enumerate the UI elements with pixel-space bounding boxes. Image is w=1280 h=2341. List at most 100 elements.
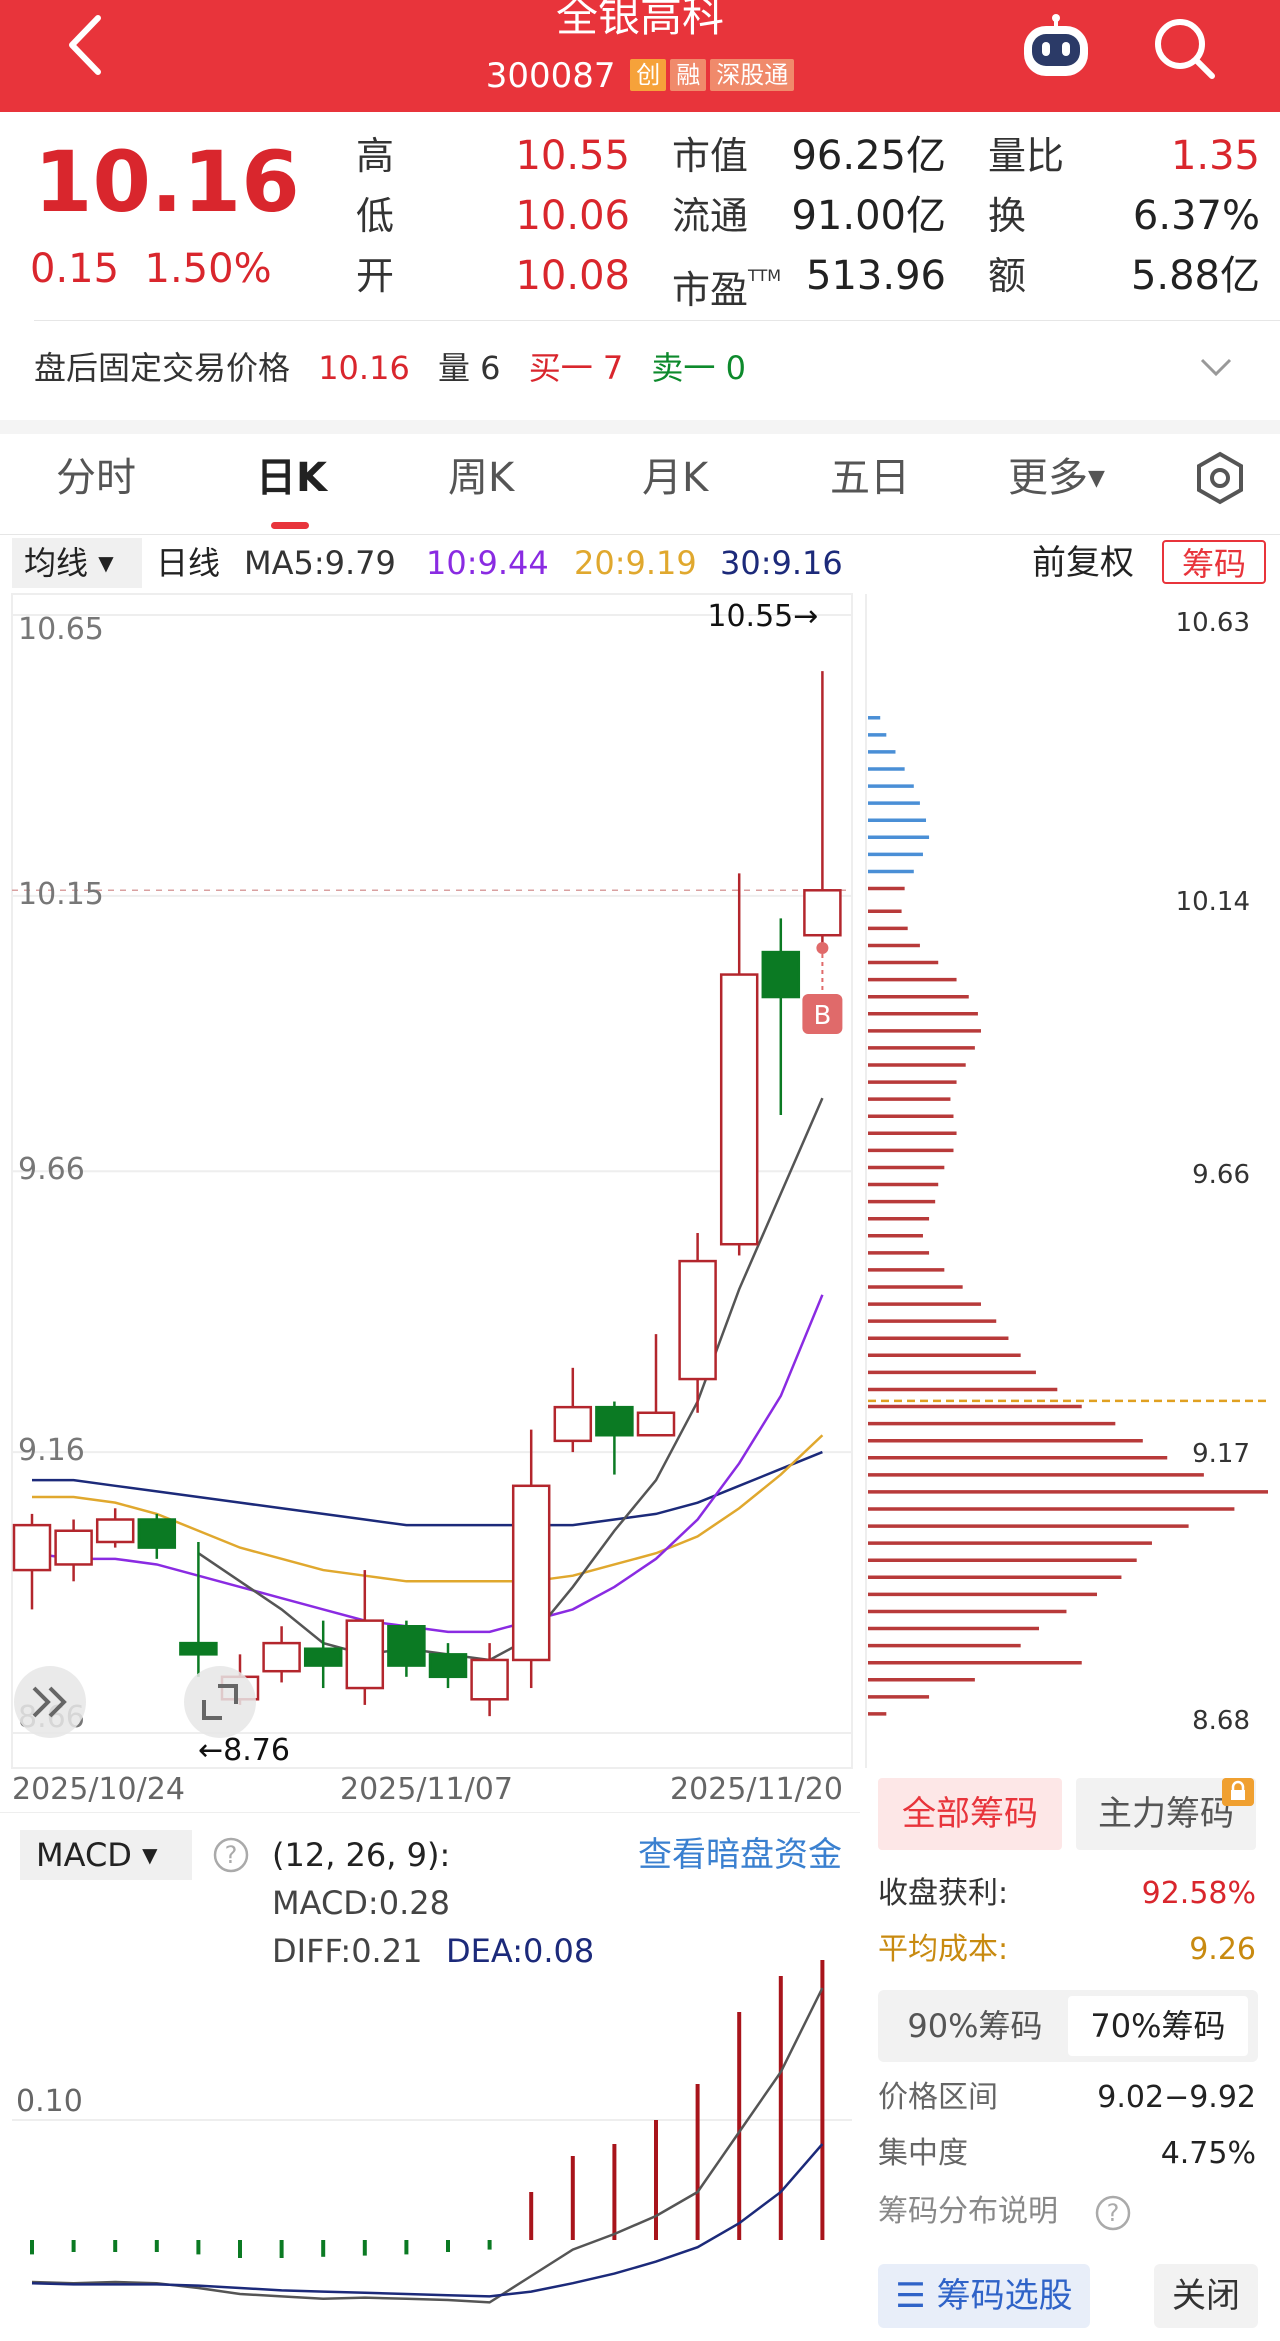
candle-body (345, 1619, 385, 1690)
chips-y-tick: 9.66 (1192, 1160, 1250, 1190)
candle (387, 1620, 426, 1677)
help-icon[interactable]: ? (1094, 2194, 1132, 2232)
x-tick-start: 2025/10/24 (12, 1772, 185, 1807)
tab-weekly-k[interactable]: 周K (448, 455, 515, 501)
open-value: 10.08 (515, 253, 630, 299)
candle (137, 1513, 177, 1559)
chips-90-tab[interactable]: 90%筹码 (907, 2007, 1043, 2045)
chips-tab-all[interactable]: 全部筹码 (878, 1778, 1062, 1850)
market-cap-value: 96.25亿 (791, 133, 946, 179)
ma-select[interactable]: 均线 ▼ (12, 538, 142, 588)
fullscreen-icon-bg[interactable] (184, 1666, 256, 1738)
ma10-line (31, 1294, 824, 1634)
tab-monthly-k[interactable]: 月K (642, 455, 709, 501)
list-icon: ☰ (895, 2276, 926, 2316)
candle (511, 1429, 551, 1689)
tab-indicator (271, 522, 309, 529)
candle (54, 1519, 93, 1582)
tab-daily-k[interactable]: 日K (256, 455, 327, 501)
turnover-label: 换 (988, 194, 1027, 238)
buy-point-label: B (813, 1001, 831, 1031)
adjust-mode[interactable]: 前复权 (1032, 543, 1134, 583)
diff-value: DIFF:0.21 (272, 1932, 423, 1970)
amount-value: 5.88亿 (1130, 253, 1260, 299)
pe-label: 市盈TTM (672, 252, 781, 314)
tab-more[interactable]: 更多▼ (1008, 450, 1105, 507)
robot-assistant-icon[interactable] (1018, 12, 1094, 82)
y-tick-label: 9.16 (18, 1433, 85, 1468)
chips-toggle-button[interactable]: 筹码 (1162, 540, 1266, 584)
candle (262, 1626, 301, 1683)
ma30-line (32, 1450, 823, 1527)
candle (428, 1643, 468, 1689)
macd-value: MACD:0.28 (272, 1884, 450, 1922)
candle-body (95, 1518, 135, 1544)
candle-body (387, 1625, 426, 1667)
chips-desc-link[interactable]: 筹码分布说明 (878, 2194, 1058, 2229)
stock-code: 300087 (485, 56, 616, 96)
high-label: 高 (356, 134, 395, 178)
buy-point-badge[interactable] (802, 994, 843, 1034)
pe-label-text: 市盈 (672, 268, 749, 312)
tab-intraday[interactable]: 分时 (56, 455, 136, 501)
dea-value: DEA:0.08 (446, 1932, 595, 1970)
after-hours-volume: 量 6 (437, 349, 501, 387)
y-tick-label: 9.66 (18, 1152, 85, 1187)
candle-body (636, 1411, 676, 1437)
dark-pool-link[interactable]: 查看暗盘资金 (638, 1835, 842, 1875)
y-tick-label: 10.15 (18, 877, 104, 912)
kline-chart[interactable]: 10.63 10.14 9.66 9.17 8.68 10.65 10.15 9.66 9.1… (0, 590, 1280, 1770)
candle (761, 918, 801, 1116)
close-button[interactable]: 关闭 (1154, 2264, 1258, 2328)
macd-y-tick: 0.10 (16, 2084, 83, 2119)
amount-label: 额 (988, 254, 1027, 298)
candle-body (595, 1405, 634, 1437)
caret-down-icon: ▼ (1088, 466, 1105, 491)
price-change: 0.15 1.50% (30, 244, 272, 294)
candle (303, 1620, 343, 1689)
after-hours-buy1: 买一 7 (528, 349, 624, 387)
candle-body (428, 1653, 468, 1679)
settings-hexagon-icon[interactable] (1190, 448, 1250, 508)
stock-name: 全银高科 (555, 0, 724, 41)
macd-params: (12, 26, 9): (272, 1836, 451, 1874)
profit-value: 92.58% (1141, 1876, 1256, 1911)
chips-y-tick: 10.63 (1176, 608, 1250, 638)
turnover-value: 6.37% (1132, 193, 1260, 239)
candle-body (678, 1259, 717, 1381)
price-range-label: 价格区间 (878, 2080, 998, 2115)
tab-more-label: 更多 (1008, 455, 1088, 501)
candle (345, 1570, 385, 1705)
candle (95, 1508, 135, 1548)
concentration-label: 集中度 (878, 2136, 968, 2171)
section-gap (0, 420, 1280, 434)
indicator-select-label: MACD (36, 1836, 132, 1874)
search-icon[interactable] (1148, 12, 1220, 84)
ma20-line (32, 1434, 824, 1583)
x-tick-mid: 2025/11/07 (340, 1772, 513, 1807)
float-cap-label: 流通 (672, 194, 749, 238)
kline-frame (11, 593, 853, 1769)
candle (719, 873, 759, 1256)
tab-five-day[interactable]: 五日 (830, 455, 910, 501)
indicator-select[interactable]: MACD ▼ (20, 1830, 192, 1880)
chevron-down-icon[interactable] (1196, 346, 1236, 386)
avg-cost-label: 平均成本: (878, 1932, 1009, 1967)
back-arrow-icon[interactable] (58, 10, 118, 80)
chips-70-tab[interactable]: 70%筹码 (1068, 1996, 1248, 2056)
tag-shenggutong: 深股通 (710, 59, 795, 91)
divider (34, 320, 1280, 321)
chips-y-tick: 9.17 (1192, 1439, 1250, 1469)
macd-chart (12, 1960, 852, 2304)
candle-body (262, 1641, 301, 1673)
market-cap-label: 市值 (672, 134, 749, 178)
pe-ttm-sup: TTM (748, 266, 782, 285)
after-hours-label: 盘后固定交易价格 (34, 349, 291, 387)
x-tick-end: 2025/11/20 (670, 1772, 843, 1807)
ma-select-label: 均线 (24, 544, 89, 582)
candle-body (553, 1405, 593, 1443)
chips-select-button[interactable]: ☰ 筹码选股 (878, 2264, 1090, 2328)
help-icon[interactable]: ? (212, 1836, 250, 1874)
after-hours-row[interactable]: 盘后固定交易价格 10.16 量 6 买一 7 卖一 0 (34, 344, 764, 392)
profit-label: 收盘获利: (878, 1876, 1009, 1911)
